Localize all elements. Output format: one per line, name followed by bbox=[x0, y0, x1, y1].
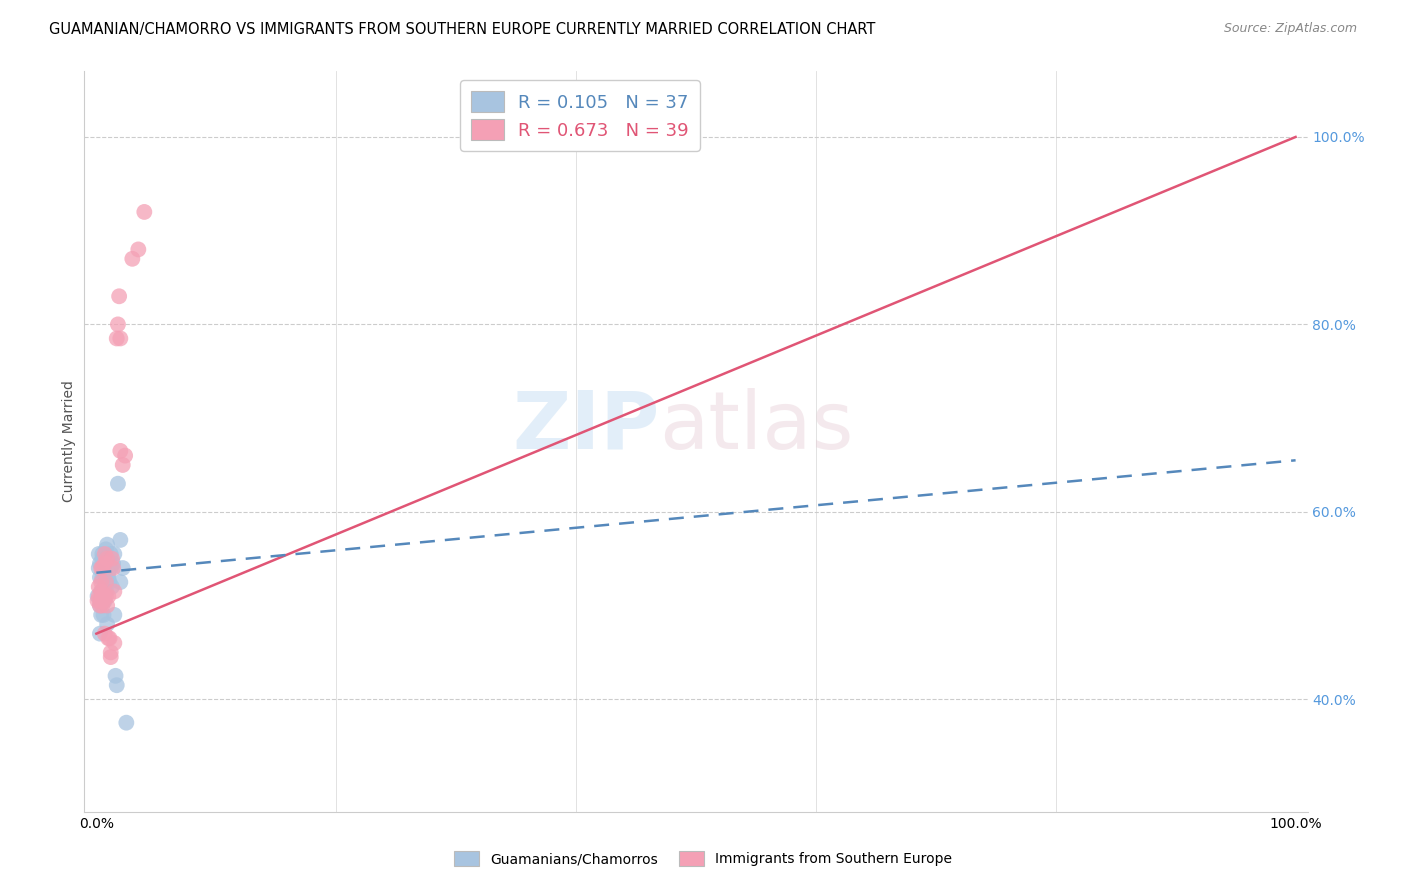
Legend: R = 0.105   N = 37, R = 0.673   N = 39: R = 0.105 N = 37, R = 0.673 N = 39 bbox=[460, 80, 700, 151]
Point bbox=[86, 594, 108, 608]
Point bbox=[101, 557, 124, 571]
Point bbox=[93, 594, 117, 608]
Point bbox=[98, 632, 121, 646]
Point bbox=[94, 589, 117, 603]
Point bbox=[107, 318, 129, 332]
Point bbox=[86, 589, 108, 603]
Point bbox=[115, 715, 138, 730]
Point bbox=[90, 575, 112, 590]
Point bbox=[87, 561, 110, 575]
Point bbox=[103, 547, 125, 561]
Point bbox=[121, 252, 143, 266]
Text: ZIP: ZIP bbox=[512, 388, 659, 466]
Point bbox=[89, 557, 111, 571]
Point bbox=[93, 557, 117, 571]
Point bbox=[90, 607, 112, 622]
Text: Source: ZipAtlas.com: Source: ZipAtlas.com bbox=[1223, 22, 1357, 36]
Point bbox=[93, 547, 117, 561]
Point bbox=[108, 289, 131, 303]
Point bbox=[98, 575, 121, 590]
Point bbox=[89, 626, 111, 640]
Point bbox=[100, 650, 122, 665]
Point bbox=[89, 594, 111, 608]
Point bbox=[97, 589, 120, 603]
Point bbox=[87, 580, 110, 594]
Point bbox=[107, 476, 129, 491]
Point bbox=[100, 547, 122, 561]
Point bbox=[93, 594, 115, 608]
Point bbox=[87, 589, 110, 603]
Point bbox=[91, 599, 114, 613]
Point bbox=[101, 580, 124, 594]
Point bbox=[96, 599, 118, 613]
Point bbox=[93, 607, 115, 622]
Point bbox=[94, 542, 117, 557]
Point bbox=[110, 444, 132, 458]
Point bbox=[96, 617, 118, 632]
Point bbox=[110, 331, 132, 345]
Point bbox=[90, 594, 112, 608]
Point bbox=[93, 557, 117, 571]
Point bbox=[90, 561, 112, 575]
Point bbox=[101, 561, 124, 575]
Point bbox=[91, 551, 114, 566]
Point bbox=[90, 584, 112, 599]
Point bbox=[97, 632, 120, 646]
Point bbox=[91, 570, 114, 584]
Point bbox=[111, 561, 134, 575]
Point bbox=[111, 458, 134, 472]
Point bbox=[91, 547, 114, 561]
Point bbox=[97, 570, 120, 584]
Point bbox=[93, 589, 115, 603]
Text: GUAMANIAN/CHAMORRO VS IMMIGRANTS FROM SOUTHERN EUROPE CURRENTLY MARRIED CORRELAT: GUAMANIAN/CHAMORRO VS IMMIGRANTS FROM SO… bbox=[49, 22, 876, 37]
Point bbox=[93, 626, 117, 640]
Point bbox=[114, 449, 136, 463]
Legend: Guamanians/Chamorros, Immigrants from Southern Europe: Guamanians/Chamorros, Immigrants from So… bbox=[449, 846, 957, 871]
Point bbox=[105, 678, 128, 692]
Point bbox=[105, 331, 128, 345]
Point bbox=[96, 551, 118, 566]
Point bbox=[134, 205, 156, 219]
Point bbox=[94, 575, 117, 590]
Y-axis label: Currently Married: Currently Married bbox=[62, 381, 76, 502]
Point bbox=[94, 584, 117, 599]
Text: atlas: atlas bbox=[659, 388, 853, 466]
Point bbox=[100, 561, 122, 575]
Point bbox=[100, 645, 122, 659]
Point bbox=[103, 584, 125, 599]
Point bbox=[96, 538, 118, 552]
Point bbox=[89, 599, 111, 613]
Point bbox=[110, 533, 132, 547]
Point bbox=[87, 547, 110, 561]
Point bbox=[110, 575, 132, 590]
Point bbox=[104, 669, 127, 683]
Point bbox=[103, 636, 125, 650]
Point bbox=[103, 607, 125, 622]
Point bbox=[89, 570, 111, 584]
Point bbox=[97, 566, 120, 580]
Point bbox=[93, 566, 115, 580]
Point bbox=[90, 584, 112, 599]
Point bbox=[91, 561, 114, 575]
Point bbox=[101, 551, 124, 566]
Point bbox=[89, 599, 111, 613]
Point bbox=[127, 243, 149, 257]
Point bbox=[91, 589, 114, 603]
